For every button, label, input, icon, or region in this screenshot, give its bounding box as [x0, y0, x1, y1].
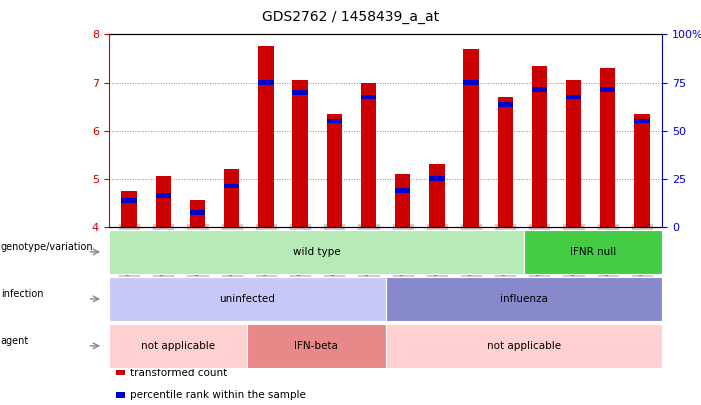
Text: genotype/variation: genotype/variation — [1, 242, 93, 252]
Bar — [498, 97, 513, 227]
Bar — [224, 169, 240, 227]
Bar — [258, 80, 273, 85]
Text: percentile rank within the sample: percentile rank within the sample — [130, 390, 306, 400]
Bar — [531, 87, 547, 92]
Text: IFNR null: IFNR null — [570, 247, 616, 257]
Text: uninfected: uninfected — [219, 294, 275, 304]
Bar — [531, 66, 547, 227]
Bar — [463, 80, 479, 85]
Bar — [634, 119, 650, 124]
Bar — [292, 80, 308, 227]
Bar — [463, 49, 479, 227]
Text: GDS2762 / 1458439_a_at: GDS2762 / 1458439_a_at — [262, 10, 439, 24]
Bar — [327, 114, 342, 227]
Bar — [156, 176, 171, 227]
Bar — [190, 200, 205, 227]
Bar — [634, 114, 650, 227]
Bar — [395, 174, 410, 227]
Text: not applicable: not applicable — [141, 341, 215, 351]
Text: infection: infection — [1, 289, 43, 298]
Text: not applicable: not applicable — [487, 341, 561, 351]
Bar — [156, 193, 171, 198]
Bar — [327, 119, 342, 124]
Bar — [190, 210, 205, 215]
Bar — [600, 68, 615, 227]
Bar — [429, 164, 444, 227]
Bar — [600, 87, 615, 92]
Bar — [566, 80, 581, 227]
Bar — [429, 176, 444, 181]
Bar — [395, 188, 410, 193]
Bar — [498, 102, 513, 107]
Bar — [121, 198, 137, 203]
Bar — [224, 183, 240, 188]
Text: influenza: influenza — [500, 294, 548, 304]
Bar — [361, 94, 376, 99]
Bar — [361, 83, 376, 227]
Bar — [566, 94, 581, 99]
Text: IFN-beta: IFN-beta — [294, 341, 339, 351]
Text: wild type: wild type — [292, 247, 340, 257]
Bar — [258, 47, 273, 227]
Bar — [121, 191, 137, 227]
Bar — [292, 90, 308, 94]
Text: transformed count: transformed count — [130, 368, 227, 377]
Text: agent: agent — [1, 336, 29, 345]
